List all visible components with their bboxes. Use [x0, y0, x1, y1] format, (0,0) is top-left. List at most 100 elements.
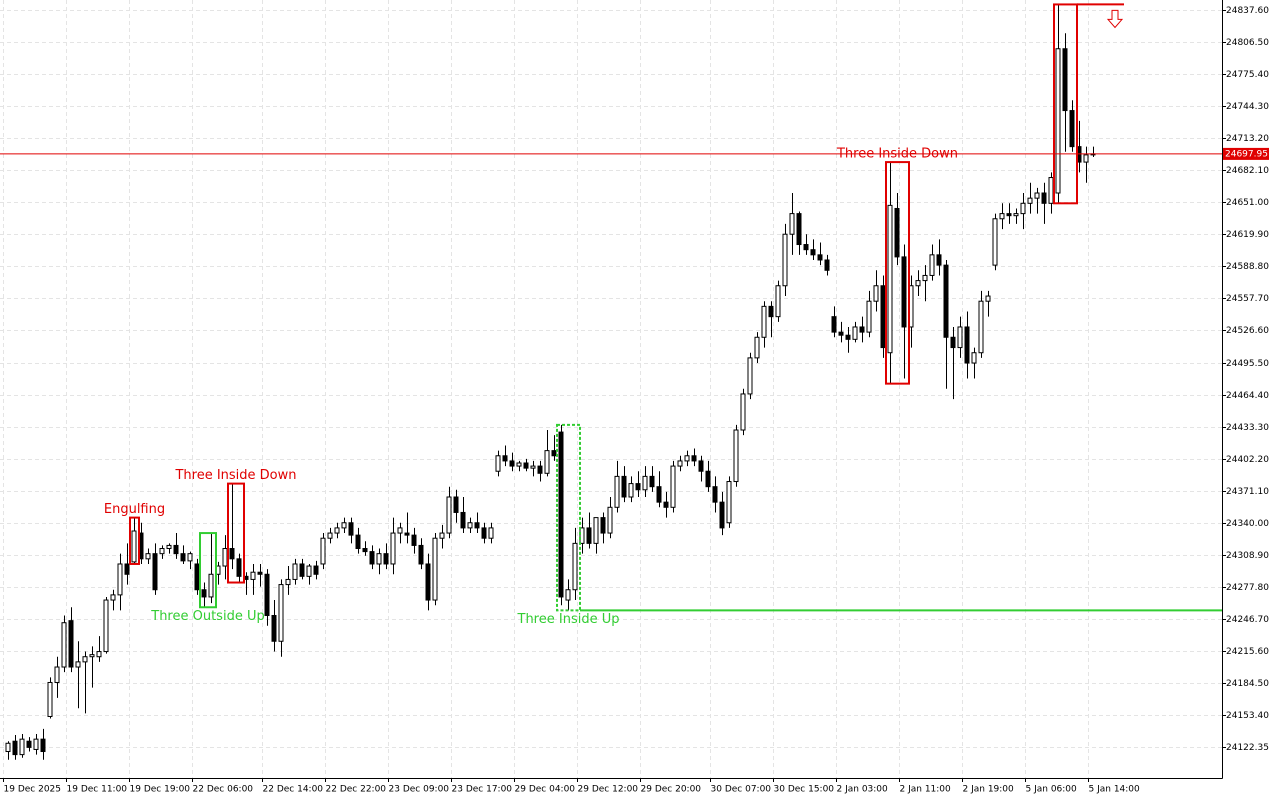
candle-body [733, 429, 739, 483]
candle-body [285, 578, 291, 586]
candle-body [390, 532, 396, 565]
candle-body [859, 326, 865, 333]
candle-body [145, 553, 151, 560]
candle-body [1034, 192, 1040, 199]
candle-body [607, 506, 613, 534]
candle-body [383, 553, 389, 565]
y-tick-label: 24402.20 [1226, 455, 1269, 465]
y-tick-label: 24744.30 [1226, 102, 1269, 112]
candle-body [740, 393, 746, 431]
x-tick-label: 30 Dec 07:00 [711, 785, 772, 795]
candle-body [103, 599, 109, 653]
pattern-label: Three Inside Up [517, 612, 620, 627]
pattern-box [227, 482, 245, 584]
candle-body [1062, 48, 1068, 112]
candle-body [943, 264, 949, 338]
candle-body [341, 522, 347, 529]
candle-body [803, 244, 809, 251]
x-tick-label: 22 Dec 22:00 [326, 785, 387, 795]
candle-body [509, 460, 515, 467]
candle-body [600, 517, 606, 534]
candle-body [250, 571, 256, 580]
candle-body [75, 661, 81, 668]
candle-body [1020, 202, 1026, 215]
candle-body [642, 475, 648, 491]
candle-body [719, 501, 725, 529]
candle-body [831, 316, 837, 333]
candle-body [656, 486, 662, 503]
candle-body [278, 584, 284, 642]
candle-body [418, 544, 424, 565]
candle-body [747, 357, 753, 395]
candle-body [663, 501, 669, 508]
candle-body [523, 462, 529, 469]
y-tick-label: 24215.60 [1226, 647, 1269, 657]
candle-body [404, 532, 410, 536]
candle-body [82, 656, 88, 663]
candle-body [950, 336, 956, 349]
y-tick-label: 24775.40 [1226, 70, 1269, 80]
y-tick-label: 24837.60 [1226, 6, 1269, 16]
candle-body [1013, 213, 1019, 217]
candle-body [47, 681, 53, 717]
candle-body [159, 548, 165, 555]
candle-body [299, 563, 305, 577]
x-tick-label: 30 Dec 15:00 [774, 785, 835, 795]
candle-body [460, 511, 466, 529]
candle-body [236, 558, 242, 577]
pattern-label: Three Inside Down [836, 147, 958, 162]
last-price-tag [1223, 147, 1269, 160]
grid [0, 0, 1222, 778]
candle-body [775, 285, 781, 318]
candle-body [628, 483, 634, 498]
candle-body [40, 738, 46, 753]
candle-body [1006, 213, 1012, 217]
candle-body [978, 300, 984, 354]
candle-body [208, 573, 214, 598]
candle-body [698, 460, 704, 472]
candle-body [964, 326, 970, 364]
pattern-box [556, 423, 581, 612]
candle-body [761, 305, 767, 338]
candle-body [446, 496, 452, 534]
candle-body [537, 465, 543, 474]
candle-body [796, 213, 802, 246]
candle-body [691, 455, 697, 462]
candle-body [782, 233, 788, 287]
pattern-box [1053, 3, 1078, 205]
candle-body [187, 553, 193, 562]
candle-body [887, 204, 893, 354]
y-tick-label: 24246.70 [1226, 615, 1269, 625]
marks [5, 4, 1096, 760]
candle-body [565, 589, 571, 601]
last-price-label: 24697.95 [1225, 149, 1268, 159]
x-tick-label: 22 Dec 06:00 [193, 785, 254, 795]
candle-body [1069, 110, 1075, 148]
candle-body [936, 254, 942, 266]
candle-body [572, 542, 578, 591]
y-tick-label: 24308.90 [1226, 551, 1269, 561]
x-tick-label: 23 Dec 17:00 [452, 785, 513, 795]
candle-body [306, 565, 312, 577]
pattern-box [199, 532, 217, 609]
candle-body [33, 738, 39, 750]
candle-body [1027, 197, 1033, 204]
candle-body [194, 563, 200, 591]
candle-body [824, 259, 830, 271]
overlay: Engulfing Three Outside Up Three Inside Do… [0, 0, 1222, 627]
candle-body [117, 563, 123, 596]
x-tick-label: 29 Dec 12:00 [578, 785, 639, 795]
x-tick-label: 22 Dec 14:00 [263, 785, 324, 795]
candle-body [26, 740, 32, 748]
y-tick-label: 24122.35 [1226, 743, 1269, 753]
candle-body [271, 614, 277, 642]
candle-body [1055, 48, 1061, 194]
x-tick-label: 29 Dec 20:00 [641, 785, 702, 795]
candle-body [222, 548, 228, 567]
y-tick-label: 24526.60 [1226, 326, 1269, 336]
candle-body [488, 527, 494, 539]
candle-body [873, 285, 879, 302]
candle-body [999, 213, 1005, 220]
y-tick-label: 24371.10 [1226, 487, 1269, 497]
y-tick-label: 24153.40 [1226, 711, 1269, 721]
